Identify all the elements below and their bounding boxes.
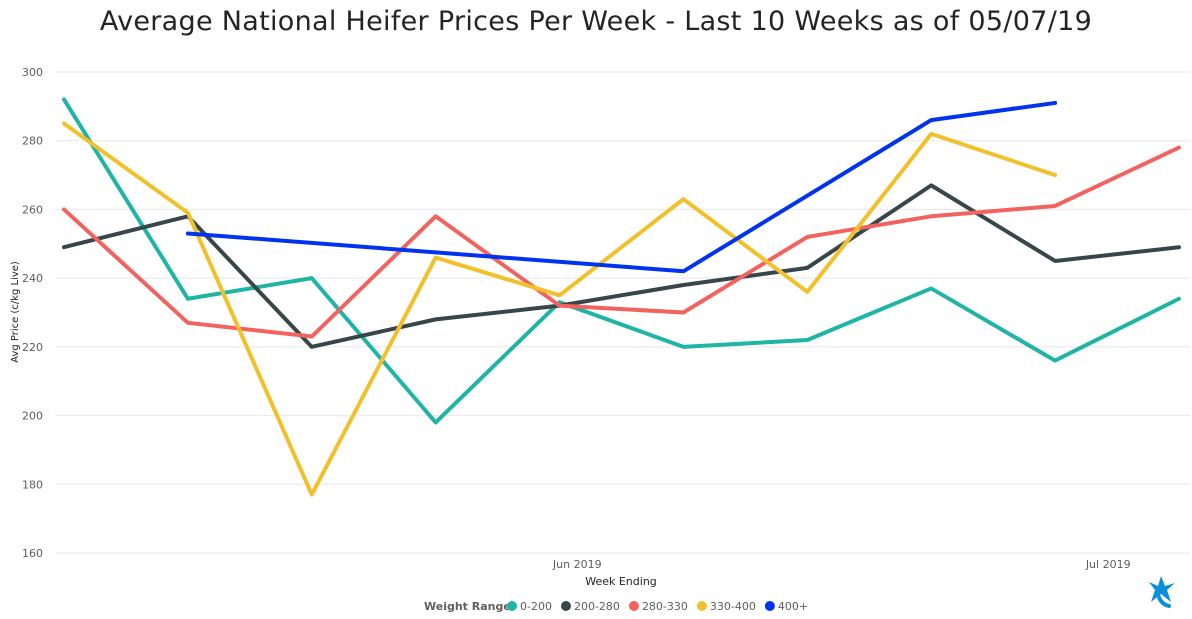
legend-title: Weight Range bbox=[424, 600, 511, 613]
legend-marker bbox=[764, 601, 775, 611]
y-tick-label: 180 bbox=[22, 478, 43, 491]
series-line bbox=[62, 121, 1058, 497]
legend-label: 200-280 bbox=[574, 600, 620, 613]
y-axis-title: Avg Price (c/kg Live) bbox=[10, 261, 21, 363]
series-330-400 bbox=[62, 121, 1058, 497]
y-tick-label: 280 bbox=[22, 135, 43, 148]
x-tick-label: Jun 2019 bbox=[552, 558, 602, 571]
gridlines bbox=[55, 71, 1190, 554]
brand-logo bbox=[1149, 576, 1175, 608]
y-tick-label: 260 bbox=[22, 203, 43, 216]
legend-label: 0-200 bbox=[520, 600, 552, 613]
series-0-200 bbox=[62, 97, 1181, 425]
x-tick-label: Jul 2019 bbox=[1085, 558, 1131, 571]
legend-label: 400+ bbox=[778, 600, 808, 613]
legend-marker bbox=[628, 601, 639, 611]
y-tick-label: 200 bbox=[22, 410, 43, 423]
series-line bbox=[185, 100, 1058, 274]
y-tick-label: 240 bbox=[22, 272, 43, 285]
chart-title: Average National Heifer Prices Per Week … bbox=[99, 6, 1093, 37]
series-line bbox=[62, 183, 1181, 349]
y-tick-label: 220 bbox=[22, 341, 43, 354]
x-axis-title: Week Ending bbox=[585, 575, 657, 588]
y-axis: 160 180 200 220 240 260 280 300 bbox=[22, 66, 43, 560]
legend-label: 280-330 bbox=[642, 600, 688, 613]
series-line bbox=[62, 145, 1181, 339]
legend: Weight Range 0-200 200-280 280-330 330-400 4… bbox=[424, 600, 808, 613]
series-280-330 bbox=[62, 145, 1181, 339]
series-400-plus bbox=[185, 100, 1058, 274]
legend-marker bbox=[560, 601, 571, 611]
series-200-280 bbox=[62, 183, 1181, 349]
legend-marker bbox=[507, 601, 517, 611]
x-axis: Jun 2019 Jul 2019 bbox=[552, 558, 1131, 571]
legend-label: 330-400 bbox=[710, 600, 756, 613]
series-lines bbox=[62, 97, 1181, 497]
y-tick-label: 160 bbox=[22, 547, 43, 560]
legend-marker bbox=[696, 601, 707, 611]
series-line bbox=[62, 97, 1181, 425]
y-tick-label: 300 bbox=[22, 66, 43, 79]
